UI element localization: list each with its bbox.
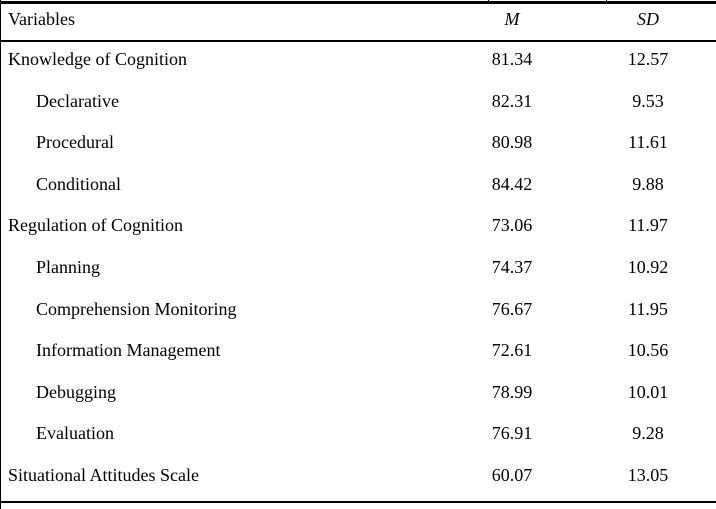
table-row: Regulation of Cognition 73.06 11.97 (0, 209, 716, 251)
header-divider-rule (0, 40, 716, 42)
table-row: Declarative 82.31 9.53 (0, 85, 716, 127)
row-mean-value: 80.98 (491, 132, 533, 153)
header-variables: Variables (8, 9, 75, 29)
row-mean-value: 76.67 (491, 298, 533, 319)
row-label: Comprehension Monitoring (36, 298, 237, 319)
table-row: Debugging 78.99 10.01 (0, 376, 716, 418)
table-row: Situational Attitudes Scale 60.07 13.05 (0, 459, 716, 501)
row-mean-value: 82.31 (491, 90, 533, 111)
table-top-rule (0, 1, 716, 4)
table-row: Procedural 80.98 11.61 (0, 126, 716, 168)
row-label: Regulation of Cognition (8, 215, 183, 236)
row-label: Situational Attitudes Scale (8, 464, 199, 485)
header-mean: M (504, 9, 520, 29)
row-sd-value: 10.01 (627, 381, 669, 402)
row-sd-value: 9.53 (632, 90, 664, 111)
row-sd-value: 9.88 (632, 173, 664, 194)
row-mean-value: 73.06 (491, 215, 533, 236)
row-mean-value: 84.42 (491, 173, 533, 194)
row-label: Information Management (36, 340, 221, 361)
row-sd-value: 9.28 (632, 423, 664, 444)
table-header-row: Variables M SD (0, 3, 716, 40)
table-row: Planning 74.37 10.92 (0, 251, 716, 293)
row-label: Debugging (36, 381, 116, 402)
row-mean-value: 72.61 (491, 340, 533, 361)
row-sd-value: 13.05 (627, 464, 669, 485)
row-label: Procedural (36, 132, 114, 153)
row-mean-value: 76.91 (491, 423, 533, 444)
row-label: Conditional (36, 173, 121, 194)
table-row: Evaluation 76.91 9.28 (0, 417, 716, 459)
row-mean-value: 74.37 (491, 256, 533, 277)
table-row: Information Management 72.61 10.56 (0, 334, 716, 376)
header-sd: SD (637, 9, 659, 29)
left-edge-line (0, 0, 1, 509)
row-sd-value: 11.95 (628, 298, 668, 319)
row-label: Knowledge of Cognition (8, 49, 187, 69)
row-label: Evaluation (36, 423, 114, 444)
row-mean-value: 81.34 (491, 49, 533, 69)
row-sd-value: 10.56 (627, 340, 669, 361)
row-sd-value: 11.97 (628, 215, 668, 236)
row-sd-value: 11.61 (628, 132, 668, 153)
table-row: Conditional 84.42 9.88 (0, 168, 716, 210)
table-bottom-rule (0, 501, 716, 503)
table-row: Comprehension Monitoring 76.67 11.95 (0, 293, 716, 335)
row-sd-value: 10.92 (627, 256, 669, 277)
row-mean-value: 78.99 (491, 381, 533, 402)
row-sd-value: 12.57 (627, 49, 669, 69)
table-row: Knowledge of Cognition 81.34 12.57 (0, 43, 716, 85)
row-label: Declarative (36, 90, 119, 111)
row-label: Planning (36, 256, 101, 277)
table-body: Knowledge of Cognition 81.34 12.57 Decla… (0, 43, 716, 501)
row-mean-value: 60.07 (491, 464, 533, 485)
